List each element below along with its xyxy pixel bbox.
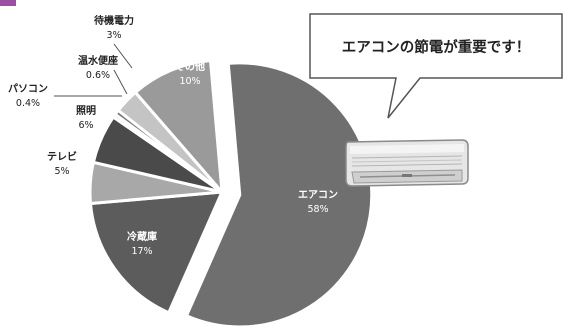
slice-value-label: 0.4% [16, 98, 40, 109]
slice-label: テレビ [47, 150, 77, 163]
speech-bubble: エアコンの節電が重要です！ [309, 13, 563, 119]
pie-slice [88, 190, 225, 315]
callout-text: エアコンの節電が重要です！ [342, 38, 531, 56]
slice-value-label: 58% [307, 204, 328, 215]
slice-value-label: 10% [179, 76, 200, 87]
slice-label: 照明 [76, 105, 96, 117]
accent-mark [0, 0, 16, 6]
slice-label: パソコン [8, 83, 48, 95]
slice-label: 待機電力 [94, 14, 134, 27]
slice-value-label: 5% [54, 166, 69, 177]
slice-label: その他 [175, 60, 205, 73]
pie-slices [88, 58, 374, 329]
slice-label: 温水便座 [78, 54, 118, 67]
pie-slice [184, 61, 374, 329]
leader-lines [54, 43, 133, 97]
pie-slice [133, 58, 224, 197]
slice-label: 冷蔵庫 [127, 230, 157, 243]
air-conditioner-icon [345, 139, 469, 187]
slice-value-label: 6% [78, 120, 93, 131]
slice-value-label: 0.6% [86, 70, 110, 81]
leader-line [113, 69, 128, 95]
slice-labels: エアコン 58% 冷蔵庫 17% テレビ 5% 照明 6% パソコン 0.4% 温水便座 0.6% 待機… [8, 14, 338, 257]
leader-line [113, 43, 133, 69]
slice-value-label: 3% [106, 30, 121, 41]
slice-value-label: 17% [131, 246, 152, 257]
slice-label: エアコン [298, 189, 338, 201]
